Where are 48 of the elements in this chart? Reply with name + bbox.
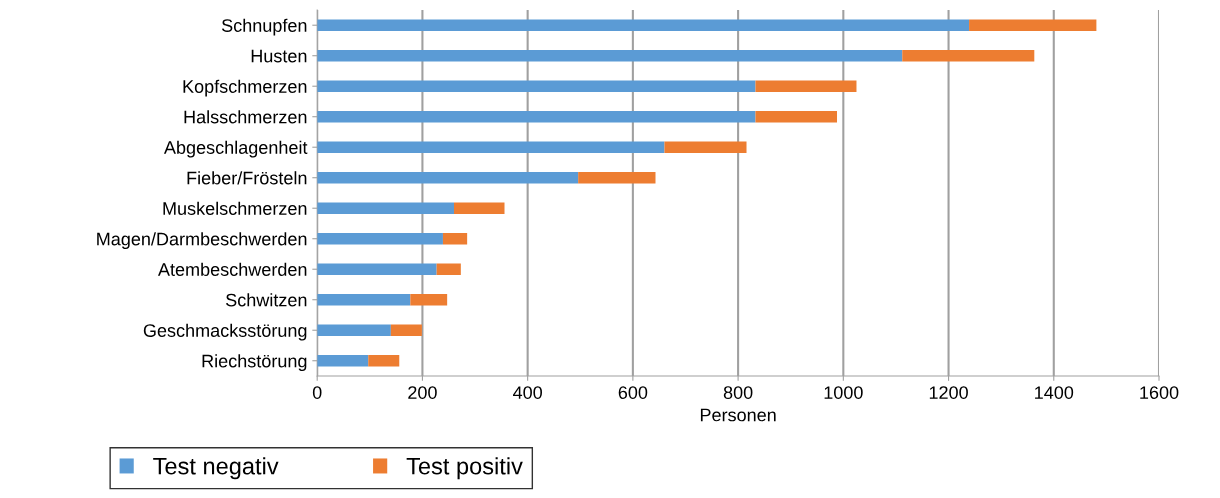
bar: [317, 232, 443, 245]
y-tick-label: Schwitzen: [226, 293, 307, 307]
bar: [317, 19, 970, 32]
legend-label: Test negativ: [153, 457, 279, 480]
bar: [436, 263, 461, 276]
x-tick-label: 1600: [1140, 386, 1179, 399]
bar: [755, 110, 838, 123]
y-tick-label: Kopfschmerzen: [183, 79, 307, 97]
bar: [317, 141, 665, 154]
bar: [969, 19, 1097, 32]
x-tick-label: 0: [312, 386, 322, 399]
bar: [390, 324, 422, 337]
x-tick-label: 200: [408, 386, 437, 399]
y-tick-label: Fieber/Frösteln: [187, 171, 307, 185]
bar: [317, 171, 579, 184]
bar: [317, 293, 411, 306]
x-tick-label: 1400: [1035, 386, 1074, 399]
bar: [317, 354, 369, 367]
x-tick-label: 800: [723, 386, 753, 399]
bar: [410, 293, 448, 306]
legend-label: Test positiv: [406, 457, 523, 480]
y-tick-label: Atembeschwerden: [157, 262, 307, 276]
bar: [755, 80, 857, 93]
x-tick-label: 1000: [824, 386, 863, 399]
bar: [317, 202, 454, 215]
y-tick-label: Halsschmerzen: [184, 110, 307, 124]
bar: [578, 171, 656, 184]
bar: [317, 110, 756, 123]
bar: [368, 354, 400, 367]
y-tick-label: Magen/Darmbeschwerden: [97, 232, 307, 250]
x-tick-label: 400: [513, 386, 543, 399]
x-tick-label: 600: [618, 386, 648, 399]
x-axis-title: Personen: [700, 408, 776, 422]
y-tick-label: Geschmacksstörung: [143, 323, 307, 341]
x-tick-label: 1200: [929, 386, 968, 399]
bar: [453, 202, 505, 215]
bar: [442, 232, 468, 245]
bar: [902, 49, 1035, 62]
bar: [317, 263, 437, 276]
y-tick-label: Muskelschmerzen: [163, 201, 307, 215]
bar: [317, 49, 903, 62]
y-tick-label: Schnupfen: [221, 18, 307, 36]
bar: [664, 141, 747, 154]
y-tick-label: Riechstörung: [202, 354, 307, 372]
y-tick-label: Abgeschlagenheit: [163, 140, 308, 158]
bar: [317, 80, 756, 93]
y-tick-label: Husten: [251, 49, 307, 63]
bar: [317, 324, 391, 337]
